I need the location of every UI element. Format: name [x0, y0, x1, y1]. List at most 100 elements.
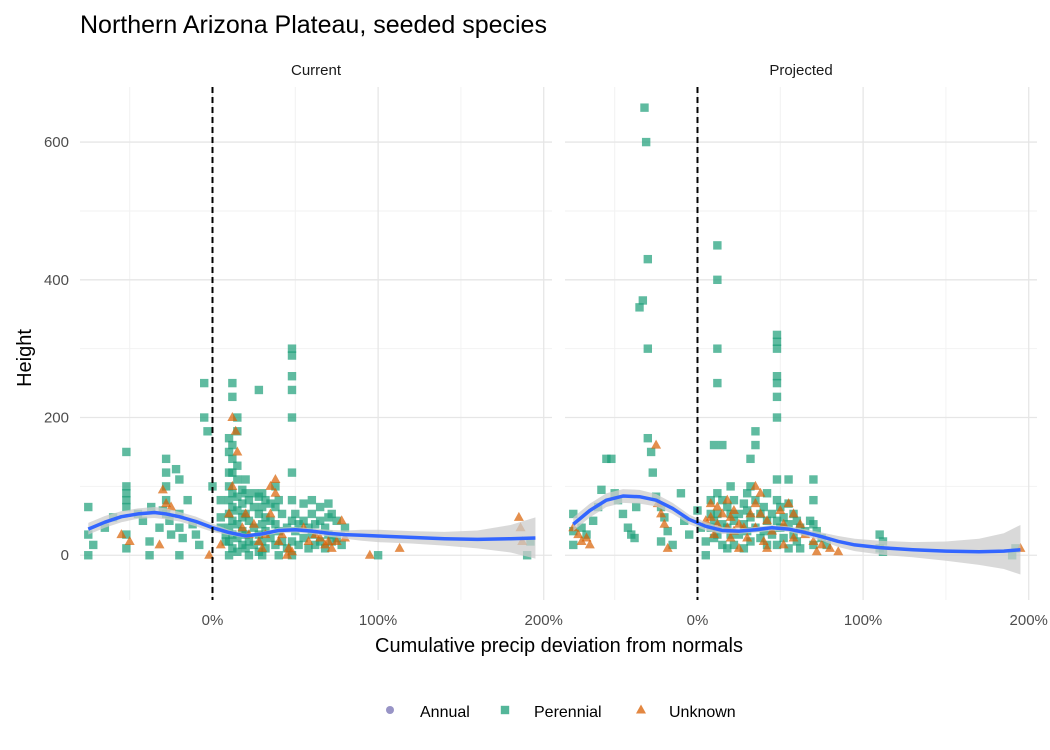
data-point: [750, 498, 761, 508]
data-point: [228, 489, 237, 498]
data-point: [712, 501, 723, 511]
data-point: [788, 508, 799, 518]
data-point: [618, 509, 628, 519]
data-point: [227, 480, 238, 490]
data-point: [772, 337, 782, 346]
data-point: [638, 296, 648, 305]
data-point: [191, 530, 201, 539]
data-point: [772, 413, 782, 422]
data-point: [772, 516, 782, 526]
data-point: [304, 544, 313, 553]
data-point: [224, 551, 234, 560]
data-point: [286, 546, 297, 556]
data-point: [751, 427, 760, 436]
data-point: [216, 513, 225, 522]
data-point: [713, 378, 722, 388]
data-point: [772, 344, 782, 353]
data-point: [233, 492, 242, 501]
data-point: [778, 518, 789, 528]
data-point: [241, 475, 250, 484]
data-point: [772, 540, 782, 550]
data-point: [200, 413, 209, 422]
data-point: [228, 440, 237, 450]
data-point: [809, 495, 818, 505]
data-point: [310, 520, 320, 529]
smooth-line: [87, 510, 536, 542]
data-point: [145, 551, 154, 560]
facet-label: Current: [291, 62, 342, 79]
data-point: [646, 447, 656, 457]
data-point: [577, 523, 586, 532]
data-point: [809, 475, 818, 484]
data-point: [772, 392, 782, 402]
data-point: [332, 516, 341, 526]
data-point: [569, 509, 578, 519]
data-point: [166, 530, 176, 539]
data-point: [257, 502, 267, 512]
data-point: [755, 487, 766, 497]
data-point: [833, 546, 844, 556]
data-point: [215, 539, 226, 549]
data-point: [208, 482, 217, 491]
data-point: [204, 549, 215, 559]
data-point: [713, 509, 722, 519]
data-point: [742, 506, 752, 515]
data-point: [84, 551, 93, 560]
data-point: [513, 511, 524, 521]
data-point: [299, 499, 308, 508]
data-point: [746, 454, 755, 464]
data-point: [581, 532, 592, 542]
legend-label: Unknown: [669, 704, 736, 721]
data-point: [779, 513, 788, 522]
data-point: [717, 508, 728, 518]
data-point: [784, 475, 793, 484]
data-point: [271, 482, 280, 491]
data-point: [277, 529, 288, 539]
data-point: [232, 446, 243, 456]
data-point: [641, 137, 651, 147]
x-tick-label: 100%: [359, 612, 397, 629]
series-perennial: [84, 344, 535, 560]
data-point: [784, 520, 793, 529]
data-point: [224, 523, 234, 532]
data-point: [244, 537, 254, 546]
data-point: [224, 447, 234, 457]
data-point: [224, 482, 234, 491]
data-point: [233, 547, 242, 556]
data-point: [663, 526, 672, 536]
data-point: [808, 535, 819, 545]
data-point: [253, 535, 264, 545]
data-point: [287, 468, 297, 477]
data-point: [718, 540, 727, 550]
data-point: [299, 533, 308, 543]
data-point: [742, 532, 753, 542]
data-point: [668, 540, 677, 550]
data-point: [175, 551, 184, 560]
data-point: [364, 549, 375, 559]
data-point: [762, 489, 772, 498]
data-point: [340, 523, 350, 532]
data-point: [165, 516, 174, 526]
data-point: [124, 535, 135, 545]
data-point: [145, 537, 154, 546]
data-point: [157, 484, 168, 494]
data-point: [241, 489, 250, 498]
data-point: [718, 520, 727, 529]
data-point: [270, 473, 281, 483]
data-point: [266, 533, 275, 543]
data-point: [84, 530, 93, 539]
data-point: [171, 464, 181, 474]
data-point: [811, 546, 822, 556]
data-point: [778, 539, 789, 549]
data-point: [746, 482, 755, 491]
data-point: [324, 499, 333, 508]
x-tick-label: 0%: [687, 612, 709, 629]
data-point: [273, 535, 284, 545]
data-point: [122, 530, 131, 539]
data-point: [659, 518, 670, 528]
data-point: [287, 344, 297, 353]
data-point: [337, 540, 346, 550]
data-point: [249, 489, 259, 498]
data-point: [751, 440, 760, 450]
data-point: [632, 502, 641, 512]
